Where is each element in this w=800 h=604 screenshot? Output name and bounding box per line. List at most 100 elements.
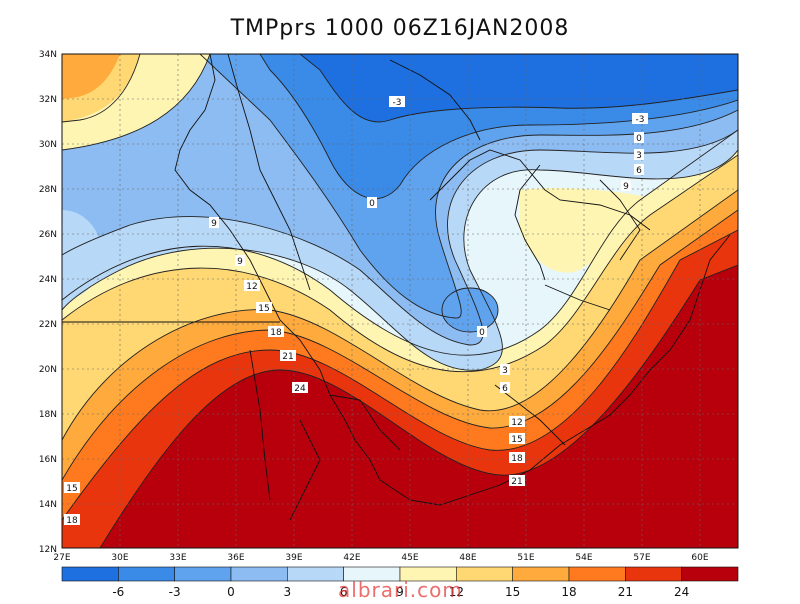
contour-label-bg <box>634 132 644 143</box>
contour-label-bg <box>500 364 510 375</box>
contour-label: 9 <box>623 182 629 192</box>
contour-label: 21 <box>282 352 293 362</box>
latitude-label: 30N <box>39 140 57 150</box>
coastlines <box>62 54 731 521</box>
contour-label-bg <box>209 217 219 228</box>
colorbar-swatch <box>681 566 739 582</box>
longitude-label: 33E <box>169 553 186 563</box>
contour-label-bg <box>389 96 405 107</box>
latitude-label: 28N <box>39 185 57 195</box>
longitude-label: 36E <box>227 553 244 563</box>
colorbar-label: 24 <box>674 585 689 599</box>
contour-label: 12 <box>511 418 522 428</box>
latitude-labels: 34N 32N 30N 28N 26N 24N 22N 20N 18N 16N 14N 12N <box>39 50 57 555</box>
latitude-label: 18N <box>39 410 57 420</box>
colorbar-swatch <box>568 566 626 582</box>
contour-label-bg <box>509 475 525 486</box>
contour-label: 9 <box>211 219 217 229</box>
colorbar-label: -6 <box>112 585 124 599</box>
contour-label: -3 <box>636 115 645 125</box>
contour-label-bg <box>634 164 644 175</box>
colorbar-swatch <box>456 566 513 582</box>
contour-label: 0 <box>636 134 642 144</box>
latitude-label: 26N <box>39 230 57 240</box>
colorbar-swatch <box>230 566 288 582</box>
colorbar-label: -3 <box>169 585 181 599</box>
colorbar-swatch <box>512 566 570 582</box>
colorbar-label: 18 <box>561 585 576 599</box>
contour-label: 24 <box>294 384 306 394</box>
colorbar-label: 0 <box>227 585 235 599</box>
colorbar-label: 9 <box>396 585 404 599</box>
contour-label-bg <box>632 113 648 124</box>
contour-label-bg <box>268 326 284 337</box>
colorbar-label: 6 <box>340 585 348 599</box>
colorbar-swatch <box>61 566 119 582</box>
longitude-label: 39E <box>285 553 302 563</box>
grid-lines <box>62 54 738 548</box>
contour-label: -3 <box>393 98 402 108</box>
colorbar <box>61 566 739 582</box>
longitude-label: 30E <box>111 553 128 563</box>
contour-labels: -3-3000336699912121515181821212401518-3 <box>64 96 648 526</box>
contour-label: 15 <box>66 484 77 494</box>
contour-label: 18 <box>511 454 523 464</box>
contour-label: 12 <box>246 282 257 292</box>
contour-label: 21 <box>511 477 522 487</box>
contour-label-bg <box>509 452 525 463</box>
latitude-label: 34N <box>39 50 57 60</box>
longitude-label: 48E <box>459 553 476 563</box>
longitude-label: 60E <box>691 553 708 563</box>
longitude-label: 42E <box>343 553 360 563</box>
colorbar-label: 3 <box>284 585 292 599</box>
latitude-label: 12N <box>39 545 57 555</box>
watermark: albrari.com <box>338 578 463 602</box>
contour-label-bg <box>621 180 631 191</box>
contour-label: 18 <box>66 516 78 526</box>
longitude-label: 45E <box>401 553 418 563</box>
contour-label: 15 <box>511 435 522 445</box>
longitude-label: 54E <box>575 553 592 563</box>
longitude-label: 27E <box>53 553 70 563</box>
contour-label-bg <box>64 514 80 525</box>
colorbar-labels: -6 -3 0 3 6 9 12 15 18 21 24 <box>112 585 689 599</box>
contour-label-bg <box>244 280 260 291</box>
latitude-label: 32N <box>39 95 57 105</box>
longitude-labels: 27E 30E 33E 36E 39E 42E 45E 48E 51E 54E 57E 60E <box>53 553 708 563</box>
colorbar-label: 12 <box>449 585 464 599</box>
contour-label: 0 <box>369 199 375 209</box>
contour-label: 3 <box>502 366 508 376</box>
contour-label-bg <box>509 416 525 427</box>
longitude-label: 57E <box>633 553 650 563</box>
latitude-label: 22N <box>39 320 57 330</box>
latitude-label: 24N <box>39 275 57 285</box>
contour-label-bg <box>256 302 272 313</box>
temperature-fill <box>62 54 738 548</box>
map-frame <box>61 53 739 549</box>
contour-label-bg <box>280 350 296 361</box>
contour-label-bg <box>64 482 80 493</box>
contour-label-bg <box>634 149 644 160</box>
contour-label-bg <box>477 326 487 337</box>
colorbar-swatch <box>174 566 232 582</box>
contour-label-bg <box>367 197 377 208</box>
colorbar-label: 21 <box>618 585 633 599</box>
contour-label-bg <box>292 382 308 393</box>
latitude-label: 14N <box>39 500 57 510</box>
latitude-label: 16N <box>39 455 57 465</box>
contour-label: 6 <box>636 166 642 176</box>
contour-label: 15 <box>258 304 269 314</box>
contour-label-bg <box>509 433 525 444</box>
contour-label: 0 <box>479 328 485 338</box>
contour-label: 18 <box>270 328 282 338</box>
longitude-label: 51E <box>517 553 534 563</box>
colorbar-swatch <box>625 566 682 582</box>
map-title: TMPprs 1000 06Z16JAN2008 <box>230 16 570 41</box>
colorbar-swatch <box>287 566 344 582</box>
contour-label-bg <box>500 382 510 393</box>
contour-lines <box>62 54 738 548</box>
colorbar-swatch <box>118 566 175 582</box>
contour-label: 9 <box>237 257 243 267</box>
